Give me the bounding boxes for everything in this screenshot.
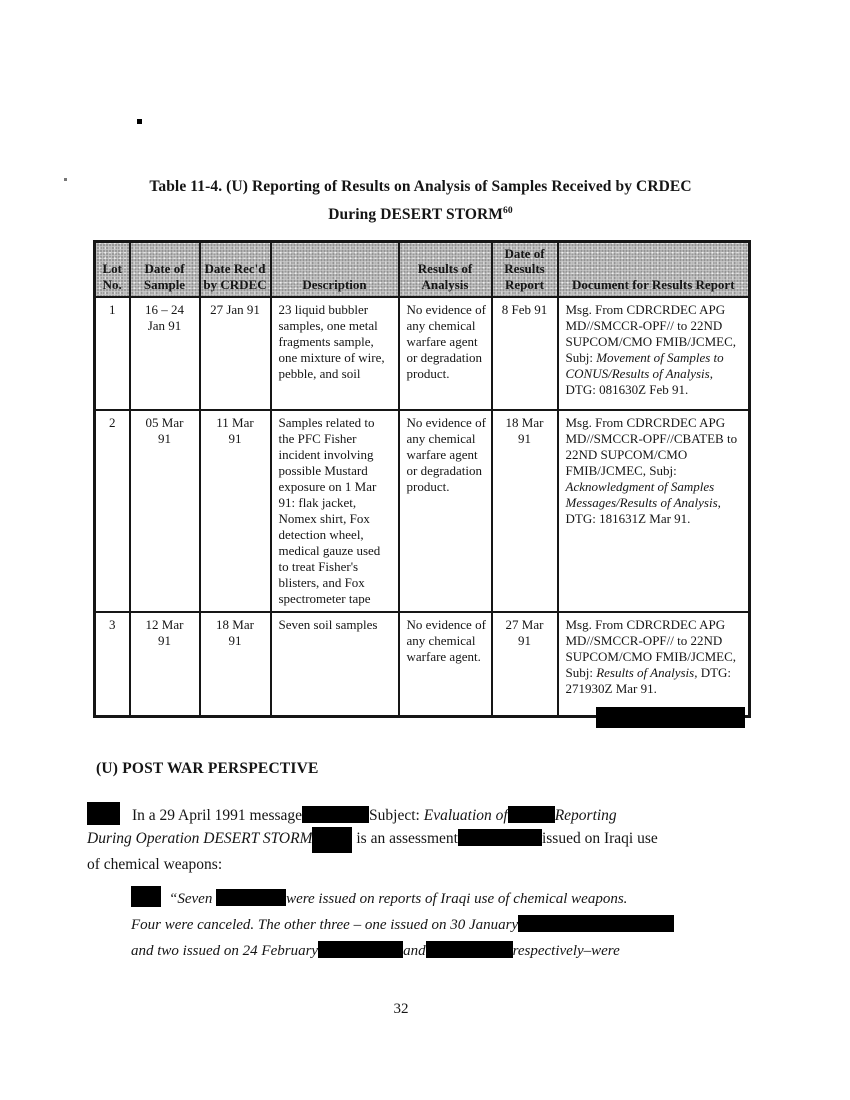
redaction-box bbox=[87, 802, 120, 825]
cell-document: Msg. From CDRCRDEC APG MD//SMCCR-OPF//CB… bbox=[556, 408, 751, 613]
para-text: Subject: bbox=[369, 807, 424, 824]
redaction-box bbox=[507, 806, 555, 823]
table-row: 1 16 – 24 Jan 91 27 Jan 91 23 liquid bub… bbox=[93, 295, 751, 411]
table-title-line2: During DESERT STORM bbox=[328, 206, 504, 223]
table-header-row: Lot No. Date of Sample Date Rec'd by CRD… bbox=[93, 240, 751, 298]
redaction-box bbox=[312, 827, 353, 853]
cell-document: Msg. From CDRCRDEC APG MD//SMCCR-OPF// t… bbox=[556, 610, 751, 718]
footnote-ref: 60 bbox=[503, 206, 513, 216]
doc-text: Msg. From CDRCRDEC APG MD//SMCCR-OPF// t… bbox=[565, 616, 737, 680]
para-text-italic: Reporting bbox=[554, 807, 617, 824]
quote-text: respectively–were bbox=[512, 943, 620, 959]
para-text: is an assessment bbox=[356, 830, 458, 847]
quote-text: Four were canceled. The other three – on… bbox=[131, 917, 519, 933]
doc-dtg: , DTG: 081630Z Feb 91. bbox=[565, 365, 713, 397]
table-title-line1: Table 11-4. (U) Reporting of Results on … bbox=[149, 178, 692, 195]
header-date-of-sample: Date of Sample bbox=[128, 240, 201, 298]
cell-date-of-sample: 16 – 24 Jan 91 bbox=[128, 295, 201, 411]
page-number: 32 bbox=[393, 1001, 409, 1017]
header-results: Results of Analysis bbox=[397, 240, 493, 298]
cell-results: No evidence of any chemical warfare agen… bbox=[397, 295, 493, 411]
para-text: of chemical weapons: bbox=[87, 856, 223, 873]
cell-description: Seven soil samples bbox=[269, 610, 400, 718]
header-date-recd: Date Rec'd by CRDEC bbox=[198, 240, 272, 298]
cell-date-of-report: 8 Feb 91 bbox=[490, 295, 559, 411]
doc-subject: Movement of Samples to CONUS/Results of … bbox=[565, 349, 724, 381]
header-date-of-report: Date of Results Report bbox=[490, 240, 559, 298]
results-table: Lot No. Date of Sample Date Rec'd by CRD… bbox=[93, 240, 751, 719]
redaction-box bbox=[425, 941, 513, 958]
cell-document: Msg. From CDRCRDEC APG MD//SMCCR-OPF// t… bbox=[556, 295, 751, 411]
cell-date-recd: 27 Jan 91 bbox=[198, 295, 272, 411]
table-title: Table 11-4. (U) Reporting of Results on … bbox=[93, 175, 748, 227]
quote-text: and bbox=[403, 943, 426, 959]
body-paragraph: In a 29 April 1991 message Subject: Evalu… bbox=[87, 802, 735, 876]
doc-subject: Acknowledgment of Samples Messages/Resul… bbox=[565, 478, 718, 510]
cell-description: 23 liquid bubbler samples, one metal fra… bbox=[269, 295, 400, 411]
quote-text: were issued on reports of Iraqi use of c… bbox=[286, 891, 628, 907]
redaction-bar bbox=[596, 707, 745, 728]
para-text-italic: Evaluation of bbox=[423, 807, 508, 824]
header-description: Description bbox=[269, 240, 400, 298]
table-row: 2 05 Mar 91 11 Mar 91 Samples related to… bbox=[93, 408, 751, 613]
cell-date-of-report: 18 Mar 91 bbox=[490, 408, 559, 613]
cell-lot-no: 2 bbox=[93, 408, 131, 613]
cell-date-of-report: 27 Mar 91 bbox=[490, 610, 559, 718]
doc-dtg: , DTG: 181631Z Mar 91. bbox=[565, 494, 721, 526]
redaction-box bbox=[518, 915, 675, 932]
cell-date-recd: 18 Mar 91 bbox=[198, 610, 272, 718]
section-heading: (U) POST WAR PERSPECTIVE bbox=[96, 760, 319, 777]
cell-results: No evidence of any chemical warfare agen… bbox=[397, 408, 493, 613]
redaction-box bbox=[457, 829, 542, 846]
cell-lot-no: 3 bbox=[93, 610, 131, 718]
block-quote: “Seven were issued on reports of Iraqi u… bbox=[131, 886, 716, 964]
cell-description: Samples related to the PFC Fisher incide… bbox=[269, 408, 400, 613]
header-lot-no: Lot No. bbox=[93, 240, 131, 298]
doc-text: Msg. From CDRCRDEC APG MD//SMCCR-OPF// t… bbox=[565, 301, 737, 365]
ink-speck bbox=[137, 119, 142, 124]
cell-results: No evidence of any chemical warfare agen… bbox=[397, 610, 493, 718]
header-document: Document for Results Report bbox=[556, 240, 751, 298]
doc-text: Msg. From CDRCRDEC APG MD//SMCCR-OPF//CB… bbox=[565, 414, 738, 478]
redaction-box bbox=[302, 806, 370, 823]
cell-lot-no: 1 bbox=[93, 295, 131, 411]
redaction-box bbox=[131, 886, 161, 907]
cell-date-of-sample: 05 Mar 91 bbox=[128, 408, 201, 613]
doc-subject: Results of Analysis bbox=[596, 664, 695, 680]
para-text-italic: During Operation DESERT STORM bbox=[87, 830, 313, 847]
cell-date-recd: 11 Mar 91 bbox=[198, 408, 272, 613]
para-text: In a 29 April 1991 message bbox=[132, 807, 303, 824]
redaction-box bbox=[216, 889, 287, 906]
quote-text: and two issued on 24 February bbox=[131, 943, 319, 959]
cell-date-of-sample: 12 Mar 91 bbox=[128, 610, 201, 718]
table-row: 3 12 Mar 91 18 Mar 91 Seven soil samples… bbox=[93, 610, 751, 718]
ink-speck bbox=[64, 178, 67, 181]
doc-dtg: , DTG: 271930Z Mar 91. bbox=[565, 664, 732, 696]
para-text: issued on Iraqi use bbox=[541, 830, 658, 847]
quote-text: “Seven bbox=[169, 891, 213, 907]
redaction-box bbox=[318, 941, 404, 958]
